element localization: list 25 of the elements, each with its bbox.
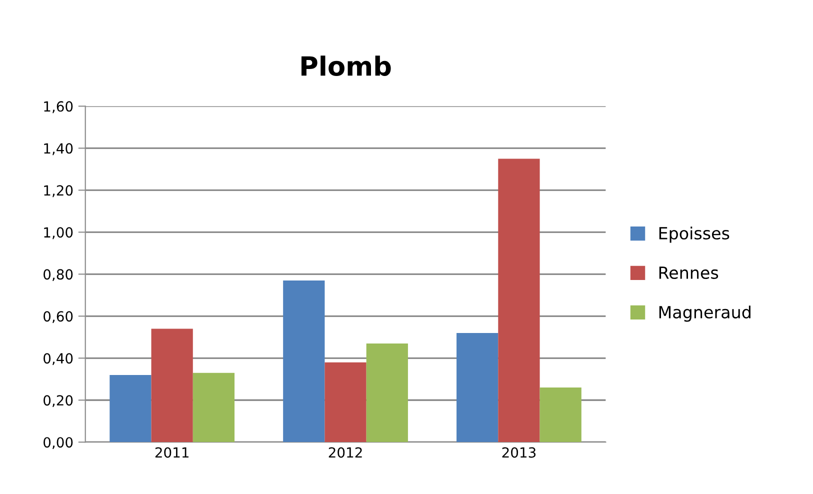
y-tick-label: 1,40 bbox=[44, 143, 73, 156]
y-tick-label: 0,20 bbox=[44, 395, 73, 408]
bar bbox=[456, 332, 498, 442]
x-tick-label: 2012 bbox=[328, 447, 362, 458]
x-tick-label: 2011 bbox=[155, 447, 188, 458]
bar bbox=[151, 328, 193, 442]
bar bbox=[110, 374, 152, 442]
bar bbox=[192, 372, 235, 442]
y-tick-label: 0,60 bbox=[44, 311, 73, 324]
bar bbox=[540, 388, 582, 442]
y-tick-label: 0,00 bbox=[44, 437, 73, 450]
x-tick-label: 2013 bbox=[502, 447, 536, 458]
legend-label: Epoisses bbox=[659, 226, 730, 243]
y-tick-label: 1,60 bbox=[44, 101, 73, 114]
bar bbox=[324, 362, 366, 442]
bar bbox=[283, 280, 325, 442]
y-tick-label: 1,00 bbox=[44, 227, 73, 240]
bar bbox=[498, 158, 540, 442]
bar bbox=[366, 343, 408, 442]
y-tick-label: 1,20 bbox=[44, 185, 73, 198]
legend-label: Rennes bbox=[659, 266, 718, 280]
y-tick-label: 0,40 bbox=[44, 353, 73, 366]
legend-label: Magneraud bbox=[659, 306, 750, 322]
y-tick-label: 0,80 bbox=[44, 269, 73, 282]
chart-title: Plomb bbox=[301, 56, 391, 76]
